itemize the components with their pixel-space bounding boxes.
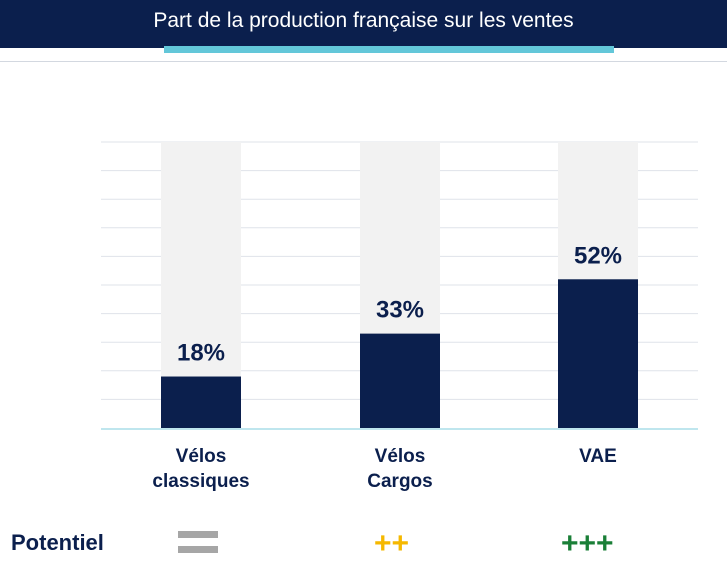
- x-tick-label: Vélos Cargos: [367, 446, 432, 492]
- chart-title: Part de la production française sur les …: [153, 9, 574, 32]
- bar-chart: 18% 33% 52% Vélos classiques Vélos Cargos VAE: [101, 141, 698, 492]
- bar: [360, 333, 440, 428]
- data-label: 33%: [376, 297, 424, 324]
- title-underline: [164, 46, 614, 53]
- title-separator: [0, 61, 727, 62]
- title-bar: [0, 0, 727, 48]
- double-plus-icon: ++: [374, 527, 410, 560]
- bar: [161, 376, 241, 428]
- bar: [558, 279, 638, 428]
- triple-plus-icon: +++: [561, 527, 614, 560]
- potential-label: Potentiel: [11, 530, 104, 555]
- data-label: 18%: [177, 340, 225, 367]
- x-tick-label: VAE: [579, 446, 617, 467]
- equals-icon: [178, 531, 218, 553]
- x-tick-label: Vélos classiques: [152, 446, 249, 492]
- data-label: 52%: [574, 242, 622, 269]
